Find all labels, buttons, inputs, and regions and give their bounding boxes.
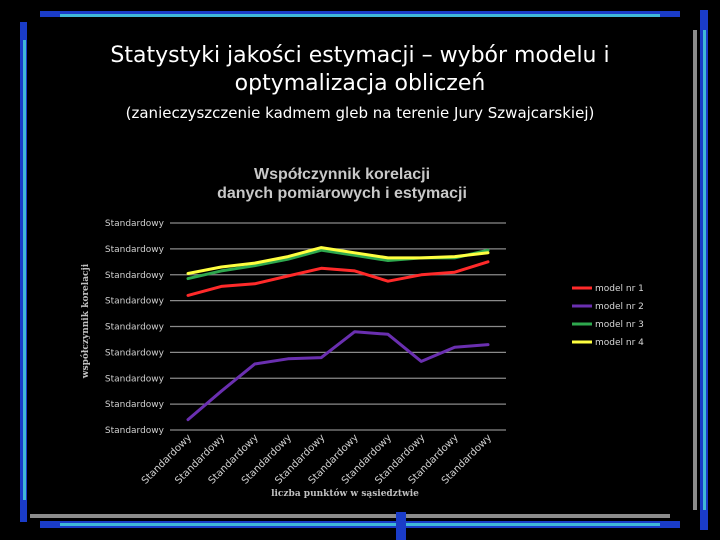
y-tick-label: Standardowy [105, 297, 165, 307]
chart-title-line-2: danych pomiarowych i estymacji [217, 185, 467, 202]
y-tick-label: Standardowy [105, 271, 165, 281]
y-tick-label: Standardowy [105, 245, 165, 255]
frame-stripe [693, 30, 697, 510]
slide-title-line-2: optymalizacja obliczeń [234, 71, 486, 96]
chart-legend: model nr 1 model nr 2 model nr 3 model nr 4 [572, 284, 644, 348]
legend-label: model nr 2 [595, 302, 644, 312]
chart-grid [170, 222, 506, 431]
frame-stripe [30, 514, 670, 518]
series-line [186, 246, 490, 275]
x-axis-label: liczba punktów w sąsiedztwie [271, 488, 419, 499]
y-axis-label: współczynnik korelacji [80, 263, 91, 379]
frame-stripe [396, 512, 406, 540]
frame-stripe [60, 14, 660, 17]
slide-title: Statystyki jakości estymacji – wybór mod… [90, 42, 630, 98]
x-axis-ticks: StandardowyStandardowyStandardowyStandar… [140, 432, 494, 486]
frame-stripe [60, 523, 660, 526]
legend-label: model nr 3 [595, 320, 644, 330]
series-line [186, 330, 490, 422]
series-line [186, 260, 490, 297]
y-tick-label: Standardowy [105, 426, 165, 436]
y-axis-ticks: Standardowy Standardowy Standardowy Standar… [105, 219, 165, 436]
y-tick-label: Standardowy [105, 374, 165, 384]
frame-stripe [703, 30, 706, 510]
y-tick-label: Standardowy [105, 323, 165, 333]
slide-title-line-1: Statystyki jakości estymacji – wybór mod… [110, 43, 610, 68]
y-tick-label: Standardowy [105, 348, 165, 358]
legend-label: model nr 4 [595, 338, 644, 348]
y-tick-label: Standardowy [105, 400, 165, 410]
legend-label: model nr 1 [595, 284, 644, 294]
chart-series [186, 246, 490, 422]
chart-title-line-1: Współczynnik korelacji [254, 166, 430, 183]
slide-subtitle: (zanieczyszczenie kadmem gleb na terenie… [125, 104, 595, 122]
y-tick-label: Standardowy [105, 219, 165, 229]
frame-stripe [23, 40, 26, 500]
